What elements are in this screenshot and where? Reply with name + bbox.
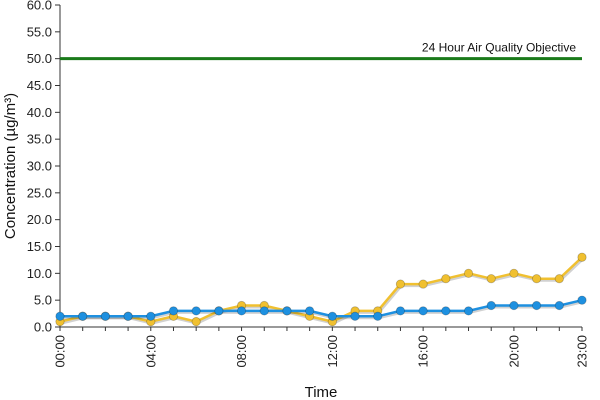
reference-line-label: 24 Hour Air Quality Objective xyxy=(422,41,576,55)
data-point xyxy=(100,311,110,321)
data-point xyxy=(191,306,201,316)
data-point xyxy=(395,306,406,316)
x-ticks: 00:00 04:00 08:00 12:00 16:00 20:00 23:00 xyxy=(53,327,590,368)
y-tick-label: 45.0 xyxy=(27,78,52,93)
series-line xyxy=(59,256,583,323)
data-point xyxy=(123,311,133,321)
data-point xyxy=(236,306,247,316)
y-tick-label: 25.0 xyxy=(27,185,52,200)
data-point xyxy=(441,274,451,284)
data-point xyxy=(418,306,428,316)
data-point xyxy=(463,306,474,316)
x-tick-label: 20:00 xyxy=(506,335,521,368)
data-point xyxy=(532,300,542,311)
x-tick-label: 00:00 xyxy=(53,335,68,368)
data-point xyxy=(350,311,360,321)
data-point xyxy=(486,274,496,284)
data-point xyxy=(509,268,519,278)
y-tick-label: 20.0 xyxy=(27,212,52,227)
data-point xyxy=(55,311,65,321)
y-tick-label: 0.0 xyxy=(34,320,52,335)
x-tick-label: 08:00 xyxy=(234,335,249,368)
series-2 xyxy=(55,295,587,321)
data-point xyxy=(509,300,519,311)
y-tick-label: 5.0 xyxy=(34,293,52,308)
y-tick-label: 40.0 xyxy=(27,105,52,120)
data-point xyxy=(146,311,156,321)
data-point xyxy=(554,300,564,311)
data-point xyxy=(554,274,564,284)
data-point xyxy=(418,279,428,289)
data-point xyxy=(395,279,406,289)
x-tick-label: 12:00 xyxy=(325,335,340,368)
y-tick-label: 35.0 xyxy=(27,132,52,147)
data-point xyxy=(168,306,179,316)
data-point xyxy=(282,306,292,316)
reference-line-group: 24 Hour Air Quality Objective xyxy=(60,41,582,61)
x-tick-label: 23:00 xyxy=(575,335,590,368)
y-ticks: 0.0 5.0 10.0 15.0 20.0 25.0 30.0 35.0 40.0 45.0 50… xyxy=(27,0,60,335)
y-tick-label: 10.0 xyxy=(27,266,52,281)
x-tick-label: 16:00 xyxy=(416,335,431,368)
y-axis-title: Concentration (µg/m³) xyxy=(2,93,19,239)
y-tick-label: 55.0 xyxy=(27,24,52,39)
y-tick-label: 30.0 xyxy=(27,159,52,174)
data-point xyxy=(463,268,474,278)
x-axis-title: Time xyxy=(305,384,338,400)
y-tick-label: 60.0 xyxy=(27,0,52,13)
data-point xyxy=(259,306,269,316)
x-tick-label: 04:00 xyxy=(143,335,158,368)
data-point xyxy=(441,306,451,316)
data-point xyxy=(532,274,542,284)
data-point xyxy=(191,317,201,327)
data-point xyxy=(305,306,315,316)
data-point xyxy=(327,311,337,321)
data-point xyxy=(373,311,383,321)
data-point xyxy=(577,295,587,305)
data-point xyxy=(577,252,587,262)
y-tick-label: 50.0 xyxy=(27,51,52,66)
data-point xyxy=(78,311,88,321)
data-point xyxy=(214,306,224,316)
y-tick-label: 15.0 xyxy=(27,239,52,254)
series-group xyxy=(55,252,587,327)
data-point xyxy=(486,300,496,311)
